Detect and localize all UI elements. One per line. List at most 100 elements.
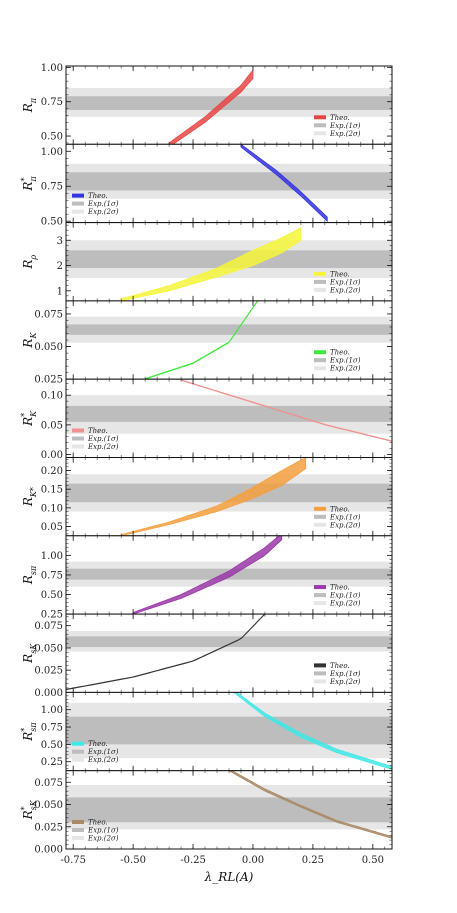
legend-entry: Exp.(1σ) — [329, 122, 361, 130]
legend-entry: Exp.(2σ) — [329, 130, 361, 138]
legend-swatch — [72, 836, 84, 840]
y-tick-label: 0.050 — [34, 800, 63, 811]
y-axis-label: R*π — [20, 176, 38, 192]
legend-swatch — [314, 366, 326, 371]
legend-swatch — [314, 585, 326, 590]
panel-5: 0.00 0.05 0.10R*K Theo.Exp.(1σ)Exp.(2σ) — [20, 378, 393, 461]
y-tick-label: 0.20 — [41, 466, 63, 477]
y-axis-label: Rsπ — [21, 565, 38, 585]
y-axis-label: RsK — [21, 643, 38, 664]
y-tick-label: 0.50 — [41, 132, 63, 143]
exp-1sigma-band — [66, 405, 392, 422]
y-tick-label: 0.000 — [34, 845, 63, 856]
legend-entry: Exp.(1σ) — [87, 200, 119, 208]
y-tick-label: 0.50 — [41, 217, 63, 228]
x-tick-label: -0.50 — [120, 855, 146, 866]
x-tick-label: 0.25 — [302, 855, 324, 866]
panel-9: 0.25 0.50 0.75 1.00R*sπ Theo.Exp.(1σ)Exp.(2σ… — [20, 691, 393, 772]
y-tick-label: 0.75 — [41, 182, 63, 193]
y-tick-label: 0.25 — [41, 757, 63, 768]
legend-entry: Exp.(1σ) — [87, 827, 119, 835]
panel-2: 0.50 0.75 1.00 R*π Theo.Exp.(1σ)Exp.(2σ) — [20, 143, 393, 228]
y-axis-label: Rπ — [21, 97, 38, 113]
y-tick-label: 0.10 — [41, 391, 63, 402]
y-tick-label: 0.025 — [34, 666, 63, 677]
legend-swatch — [72, 201, 84, 206]
legend-entry: Exp.(1σ) — [329, 357, 361, 365]
legend-entry: Exp.(1σ) — [329, 513, 361, 521]
exp-1sigma-band — [66, 797, 392, 823]
legend-entry: Theo. — [330, 270, 350, 278]
legend-entry: Exp.(1σ) — [329, 592, 361, 600]
x-tick-label: -0.75 — [60, 855, 86, 866]
theory-band — [180, 379, 392, 442]
legend-entry: Theo. — [88, 819, 108, 827]
y-tick-label: 3 — [57, 236, 63, 247]
theory-band — [120, 457, 307, 536]
legend-swatch — [314, 271, 326, 276]
legend-swatch — [314, 601, 326, 606]
legend-entry: Exp.(2σ) — [329, 521, 361, 529]
legend-entry: Exp.(2σ) — [87, 208, 119, 216]
legend-swatch — [314, 671, 326, 676]
legend-swatch — [314, 522, 326, 527]
y-axis-label: R*K — [20, 410, 38, 427]
legend-swatch — [314, 131, 326, 136]
theory-band — [228, 770, 392, 839]
theory-band — [240, 144, 328, 223]
legend-entry: Exp.(1σ) — [87, 748, 119, 756]
y-tick-label: 0.025 — [34, 822, 63, 833]
y-tick-label: 0.50 — [41, 740, 63, 751]
legend-swatch — [72, 436, 84, 441]
exp-1sigma-band — [66, 96, 392, 110]
panel-8: 0.000 0.025 0.050 0.075 RsK Theo.Exp.(1σ)Exp.… — [21, 613, 393, 699]
legend-swatch — [72, 749, 84, 754]
panel-3: 1 2 3 Rρ Theo.Exp.(1σ)Exp.(2σ) — [21, 222, 393, 302]
legend-swatch — [314, 506, 326, 511]
y-tick-label: 0.075 — [34, 309, 63, 320]
exp-1sigma-band — [66, 172, 392, 191]
legend-entry: Theo. — [330, 584, 350, 592]
legend-swatch — [314, 123, 326, 128]
legend-entry: Theo. — [330, 662, 350, 670]
legend-entry: Exp.(2σ) — [87, 443, 119, 451]
legend-entry: Theo. — [330, 114, 350, 122]
legend-entry: Exp.(2σ) — [329, 600, 361, 608]
legend-swatch — [314, 679, 326, 684]
x-axis-label: λ_RL(A) — [204, 870, 254, 884]
y-axis-label: RK — [21, 332, 38, 349]
x-tick-label: -0.25 — [180, 855, 206, 866]
y-tick-label: 0.050 — [34, 643, 63, 654]
y-tick-label: 0.00 — [41, 450, 63, 461]
legend-swatch — [314, 115, 326, 120]
y-tick-label: 0.75 — [41, 723, 63, 734]
exp-1sigma-band — [66, 324, 392, 335]
legend-swatch — [314, 287, 326, 292]
x-tick-label: 0.50 — [362, 855, 384, 866]
legend-entry: Exp.(2σ) — [329, 365, 361, 373]
legend-swatch — [72, 757, 84, 762]
theory-band — [233, 692, 392, 770]
y-tick-label: 0.05 — [41, 522, 63, 533]
theory-band — [120, 226, 302, 301]
legend-swatch — [72, 741, 84, 746]
y-tick-label: 0.25 — [41, 610, 63, 621]
y-tick-label: 0.05 — [41, 420, 63, 431]
y-tick-label: 0.10 — [41, 503, 63, 514]
legend-swatch — [72, 444, 84, 449]
exp-1sigma-band — [66, 716, 392, 745]
y-tick-label: 2 — [57, 261, 63, 272]
legend-swatch — [314, 593, 326, 598]
panel-1: 0.50 0.75 1.00 Rπ Theo.Exp.(1σ)Exp.(2σ) — [21, 63, 393, 145]
legend-entry: Theo. — [88, 427, 108, 435]
legend-swatch — [72, 193, 84, 198]
theory-band — [168, 68, 254, 145]
legend-entry: Theo. — [330, 349, 350, 357]
y-tick-label: 1.00 — [41, 63, 63, 74]
exp-1sigma-band — [66, 636, 392, 648]
y-axis-label: RK* — [21, 487, 38, 507]
legend-entry: Exp.(2σ) — [87, 835, 119, 843]
y-tick-label: 0.075 — [34, 621, 63, 632]
